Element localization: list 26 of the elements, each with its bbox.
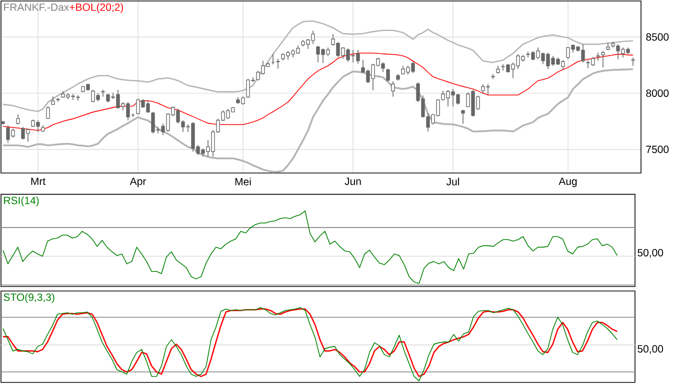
candlestick (631, 57, 635, 66)
x-tick-label: Mrt (31, 178, 46, 185)
candlestick (491, 74, 495, 80)
text: +BOL(20;2) (70, 3, 124, 13)
chart-title: FRANKF.-Dax (4, 4, 70, 11)
candlestick (101, 89, 105, 98)
candlestick (386, 68, 390, 82)
text: 50,00 (638, 248, 664, 258)
text: RSI(14) (4, 196, 39, 206)
y-tick-label: 7500 (646, 146, 669, 154)
candlestick (596, 52, 600, 62)
candlestick (76, 94, 80, 101)
x-tick-label: Jun (344, 178, 361, 186)
candlestick (391, 80, 395, 98)
text: 50,00 (638, 345, 664, 354)
y-tick-label: 8000 (646, 89, 669, 97)
x-tick-label: Apr (130, 178, 146, 188)
x-tick-label: Mei (235, 178, 251, 186)
candlestick (46, 106, 50, 120)
y-tick-label: 8500 (646, 33, 669, 41)
series-label: STO(9,3,3) (4, 293, 54, 303)
x-tick-label: Aug (558, 178, 577, 188)
candlestick (276, 58, 280, 70)
candlestick (461, 110, 465, 124)
candlestick (601, 50, 605, 68)
x-tick-label: Jul (446, 178, 460, 186)
